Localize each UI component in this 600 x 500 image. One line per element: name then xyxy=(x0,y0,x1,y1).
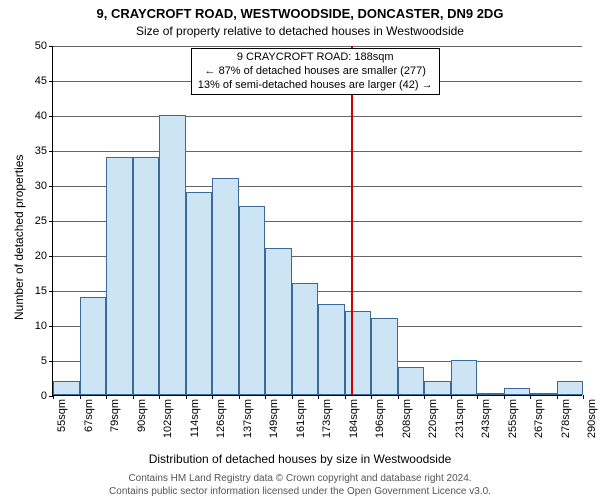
annotation-line3: 13% of semi-detached houses are larger (… xyxy=(198,79,433,93)
gridline xyxy=(53,116,582,117)
x-tick-label: 290sqm xyxy=(586,399,598,438)
x-tick-label: 102sqm xyxy=(162,399,174,438)
x-tick-mark xyxy=(583,395,584,399)
footer-line2: Contains public sector information licen… xyxy=(0,486,600,499)
x-tick-label: 137sqm xyxy=(242,399,254,438)
x-tick-label: 243sqm xyxy=(480,399,492,438)
chart-title-address: 9, CRAYCROFT ROAD, WESTWOODSIDE, DONCAST… xyxy=(0,6,600,21)
x-tick-label: 184sqm xyxy=(348,399,360,438)
x-tick-mark xyxy=(292,395,293,399)
x-tick-mark xyxy=(239,395,240,399)
x-tick-mark xyxy=(504,395,505,399)
x-tick-label: 161sqm xyxy=(295,399,307,438)
x-tick-label: 208sqm xyxy=(401,399,413,438)
y-tick-label: 0 xyxy=(41,390,47,402)
x-tick-mark xyxy=(371,395,372,399)
y-tick-label: 40 xyxy=(35,110,47,122)
annotation-line2: ← 87% of detached houses are smaller (27… xyxy=(198,65,433,79)
gridline xyxy=(53,151,582,152)
y-tick-label: 10 xyxy=(35,320,47,332)
y-tick-label: 5 xyxy=(41,355,47,367)
histogram-bar xyxy=(133,157,160,395)
y-tick-label: 45 xyxy=(35,75,47,87)
y-tick-mark xyxy=(49,361,53,362)
plot-area: 0510152025303540455055sqm67sqm79sqm90sqm… xyxy=(52,46,582,396)
x-tick-mark xyxy=(398,395,399,399)
y-tick-mark xyxy=(49,326,53,327)
annotation-line1: 9 CRAYCROFT ROAD: 188sqm xyxy=(198,51,433,65)
chart-subtitle: Size of property relative to detached ho… xyxy=(0,24,600,38)
histogram-bar xyxy=(292,283,319,395)
x-tick-mark xyxy=(186,395,187,399)
x-tick-mark xyxy=(345,395,346,399)
reference-line xyxy=(351,46,353,395)
histogram-bar xyxy=(212,178,239,395)
x-tick-mark xyxy=(530,395,531,399)
annotation-box: 9 CRAYCROFT ROAD: 188sqm← 87% of detache… xyxy=(191,48,440,95)
y-tick-mark xyxy=(49,291,53,292)
y-tick-label: 25 xyxy=(35,215,47,227)
histogram-bar xyxy=(159,115,186,395)
gridline xyxy=(53,46,582,47)
histogram-bar xyxy=(451,360,478,395)
x-axis-label: Distribution of detached houses by size … xyxy=(0,452,600,466)
x-tick-label: 255sqm xyxy=(507,399,519,438)
y-tick-mark xyxy=(49,256,53,257)
histogram-bar xyxy=(557,381,584,395)
x-tick-mark xyxy=(477,395,478,399)
x-tick-mark xyxy=(318,395,319,399)
footer-attribution: Contains HM Land Registry data © Crown c… xyxy=(0,473,600,498)
histogram-bar xyxy=(504,388,531,395)
y-axis-label: Number of detached properties xyxy=(12,155,26,320)
y-tick-label: 20 xyxy=(35,250,47,262)
x-tick-label: 278sqm xyxy=(560,399,572,438)
histogram-bar xyxy=(477,393,504,395)
x-tick-mark xyxy=(212,395,213,399)
y-tick-mark xyxy=(49,116,53,117)
y-tick-mark xyxy=(49,81,53,82)
footer-line1: Contains HM Land Registry data © Crown c… xyxy=(0,473,600,486)
x-tick-mark xyxy=(133,395,134,399)
y-tick-mark xyxy=(49,221,53,222)
histogram-bar xyxy=(530,393,557,395)
x-tick-label: 90sqm xyxy=(136,399,148,432)
x-tick-mark xyxy=(53,395,54,399)
histogram-bar xyxy=(318,304,345,395)
histogram-bar xyxy=(53,381,80,395)
x-tick-mark xyxy=(557,395,558,399)
y-tick-label: 35 xyxy=(35,145,47,157)
y-tick-mark xyxy=(49,186,53,187)
histogram-bar xyxy=(80,297,107,395)
x-tick-label: 114sqm xyxy=(189,399,201,437)
x-tick-mark xyxy=(451,395,452,399)
x-tick-label: 126sqm xyxy=(215,399,227,438)
histogram-bar xyxy=(398,367,425,395)
histogram-bar xyxy=(106,157,133,395)
x-tick-mark xyxy=(106,395,107,399)
x-tick-mark xyxy=(265,395,266,399)
y-tick-label: 50 xyxy=(35,40,47,52)
histogram-bar xyxy=(345,311,372,395)
histogram-bar xyxy=(186,192,213,395)
x-tick-mark xyxy=(424,395,425,399)
x-tick-label: 231sqm xyxy=(454,399,466,438)
x-tick-label: 267sqm xyxy=(533,399,545,438)
x-tick-label: 149sqm xyxy=(268,399,280,438)
x-tick-label: 220sqm xyxy=(427,399,439,438)
histogram-bar xyxy=(371,318,398,395)
x-tick-mark xyxy=(159,395,160,399)
x-tick-label: 55sqm xyxy=(56,399,68,432)
x-tick-mark xyxy=(80,395,81,399)
x-tick-label: 79sqm xyxy=(109,399,121,432)
y-tick-label: 15 xyxy=(35,285,47,297)
x-tick-label: 173sqm xyxy=(321,399,333,438)
y-tick-mark xyxy=(49,46,53,47)
x-tick-label: 196sqm xyxy=(374,399,386,438)
histogram-bar xyxy=(424,381,451,395)
y-tick-mark xyxy=(49,151,53,152)
y-tick-label: 30 xyxy=(35,180,47,192)
histogram-bar xyxy=(265,248,292,395)
histogram-bar xyxy=(239,206,266,395)
x-tick-label: 67sqm xyxy=(83,399,95,432)
